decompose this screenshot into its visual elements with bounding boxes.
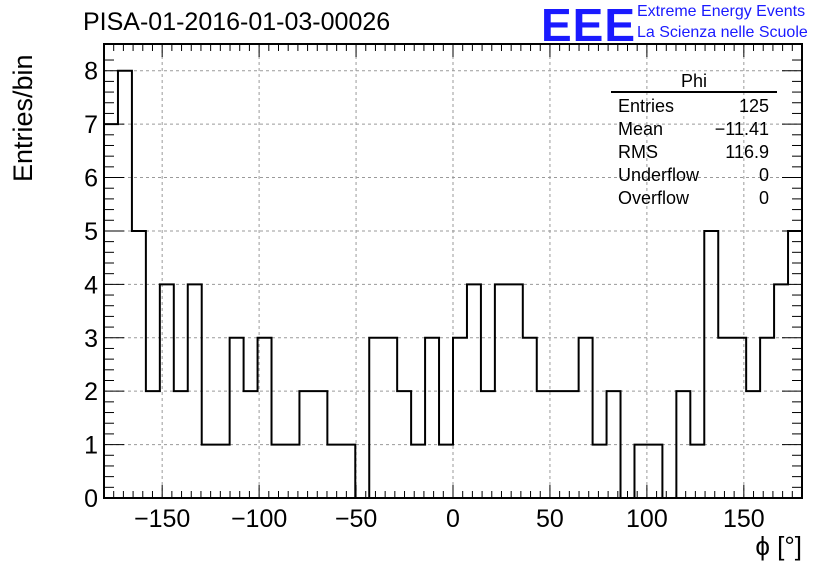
- logo-line-2: La Scienza nelle Scuole: [637, 24, 808, 41]
- histogram-bin: [146, 391, 160, 498]
- stats-row-overflow: Overflow 0: [611, 187, 777, 210]
- stats-label: Overflow: [618, 188, 690, 208]
- histogram-bin: [537, 391, 551, 498]
- y-tick-label: 5: [84, 218, 98, 246]
- stats-value: 125: [738, 96, 769, 116]
- histogram-bin: [425, 338, 439, 498]
- stats-value: 116.9: [725, 142, 769, 162]
- stats-box: Phi Entries 125 Mean −11.41 RMS 116.9 Un…: [611, 71, 777, 210]
- histogram-bin: [607, 391, 621, 498]
- histogram-bin: [495, 284, 509, 498]
- histogram-bin: [397, 391, 411, 498]
- histogram-bin: [216, 445, 230, 498]
- y-tick-label: 4: [84, 271, 98, 299]
- histogram-bin: [327, 445, 341, 498]
- stats-label: RMS: [618, 142, 658, 162]
- histogram-bin: [481, 391, 495, 498]
- histogram-bin: [299, 391, 313, 498]
- histogram-bin: [593, 445, 607, 498]
- histogram-bin: [258, 338, 272, 498]
- stats-label: Mean: [618, 119, 664, 139]
- histogram-bin: [104, 124, 118, 498]
- y-tick-label: 1: [84, 432, 98, 460]
- y-tick-label: 8: [84, 58, 98, 86]
- x-tick-label: −150: [134, 505, 190, 533]
- stats-row-rms: RMS 116.9: [611, 141, 777, 164]
- histogram-bin: [704, 231, 718, 498]
- histogram-bin: [579, 338, 593, 498]
- stats-value: 0: [758, 165, 769, 185]
- stats-value: −11.41: [714, 119, 769, 139]
- histogram-bin: [676, 391, 690, 498]
- x-tick-label: 100: [626, 505, 668, 533]
- histogram-bin: [230, 338, 244, 498]
- histogram-bin: [174, 391, 188, 498]
- histogram-bin: [565, 391, 579, 498]
- histogram-bin: [383, 338, 397, 498]
- stats-label: Underflow: [618, 165, 700, 185]
- stats-title: Phi: [611, 71, 777, 93]
- stats-row-underflow: Underflow 0: [611, 164, 777, 187]
- histogram-bin: [160, 284, 174, 498]
- chart-title: PISA-01-2016-01-03-00026: [83, 8, 391, 36]
- stats-label: Entries: [618, 96, 675, 116]
- y-tick-label: 7: [84, 111, 98, 139]
- histogram-bin: [313, 391, 327, 498]
- histogram-bin: [648, 445, 662, 498]
- histogram-bin: [634, 445, 648, 498]
- histogram-bin: [411, 445, 425, 498]
- x-tick-label: 50: [536, 505, 564, 533]
- histogram-bin: [244, 391, 258, 498]
- histogram-series: [104, 69, 802, 499]
- histogram-bin: [341, 445, 355, 498]
- x-tick-label: −100: [231, 505, 287, 533]
- histogram-bin: [509, 284, 523, 498]
- x-tick-label: −50: [335, 505, 377, 533]
- x-axis-label: ϕ [°]: [755, 531, 802, 561]
- histogram-bin: [551, 391, 565, 498]
- stats-row-mean: Mean −11.41: [611, 118, 777, 141]
- x-tick-label: 0: [446, 505, 460, 533]
- stats-value: 0: [758, 188, 769, 208]
- histogram-bin: [369, 338, 383, 498]
- histogram-bin: [746, 391, 760, 498]
- histogram-bin: [523, 338, 537, 498]
- y-tick-label: 3: [84, 325, 98, 353]
- histogram-bin: [202, 445, 216, 498]
- histogram-bin: [760, 338, 774, 498]
- histogram-bin: [788, 231, 802, 498]
- histogram-bin: [453, 338, 467, 498]
- y-tick-label: 6: [84, 165, 98, 193]
- histogram-bin: [732, 338, 746, 498]
- histogram-bin: [132, 231, 146, 498]
- y-tick-label: 0: [84, 485, 98, 513]
- stats-row-entries: Entries 125: [611, 95, 777, 118]
- histogram-bin: [690, 445, 704, 498]
- histogram-bin: [439, 445, 453, 498]
- eee-logo: EEE: [541, 0, 637, 51]
- histogram-bin: [285, 445, 299, 498]
- y-tick-label: 2: [84, 378, 98, 406]
- histogram-bin: [188, 284, 202, 498]
- x-tick-label: 150: [723, 505, 765, 533]
- logo-line-1: Extreme Energy Events: [637, 3, 806, 20]
- histogram-bin: [467, 284, 481, 498]
- histogram-bin: [272, 445, 286, 498]
- histogram-bin: [718, 338, 732, 498]
